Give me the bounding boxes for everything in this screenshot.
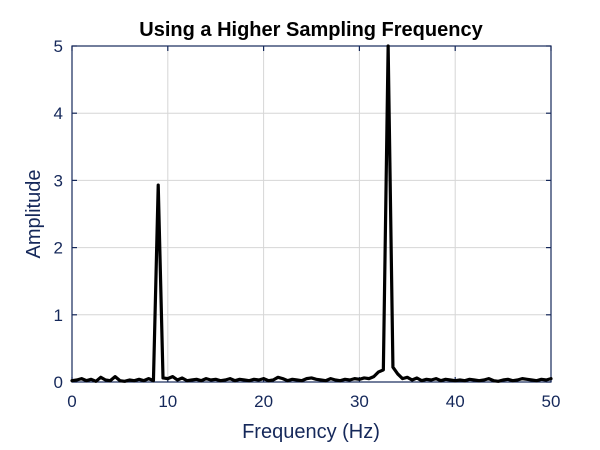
x-tick-label: 40 [446, 392, 465, 411]
chart-title: Using a Higher Sampling Frequency [139, 19, 483, 41]
y-tick-label: 2 [54, 239, 63, 258]
x-axis-label: Frequency (Hz) [242, 421, 380, 443]
grid [71, 45, 552, 383]
y-tick-label: 0 [54, 373, 63, 392]
x-tick-label: 30 [350, 392, 369, 411]
series-line-0 [70, 44, 553, 383]
y-tick-label: 1 [54, 306, 63, 325]
axis-ticks: 0 10 20 30 40 50 0 1 2 3 4 5 [54, 37, 561, 411]
y-tick-label: 3 [54, 171, 63, 190]
x-tick-label: 50 [542, 392, 561, 411]
y-tick-label: 5 [54, 37, 63, 56]
x-tick-label: 0 [67, 392, 76, 411]
x-tick-label: 10 [158, 392, 177, 411]
y-axis-label: Amplitude [23, 170, 45, 259]
series-group [70, 44, 553, 383]
x-tick-label: 20 [254, 392, 273, 411]
plot-area-frame [71, 45, 552, 383]
y-tick-label: 4 [54, 104, 63, 123]
